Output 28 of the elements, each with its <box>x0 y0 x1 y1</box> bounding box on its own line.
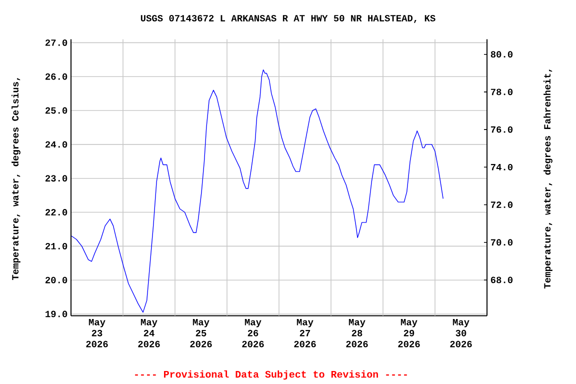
y-tick-label: 25.0 <box>45 107 68 114</box>
x-tick-label: May 23 2026 <box>86 319 108 348</box>
text: ---- Provisional Data Subject to Revision ---- <box>135 370 407 380</box>
x-tick-label: May 25 2026 <box>190 319 212 348</box>
y2-tick-label: 70.0 <box>490 239 513 246</box>
chart-title: USGS 07143672 L ARKANSAS R AT HWY 50 NR HALSTEAD, KS <box>140 14 436 23</box>
x-tick-label: May 27 2026 <box>294 319 316 348</box>
y2-axis-title: Temperature, water, degrees Fahrenheit, <box>544 70 552 288</box>
y-axis-title: Temperature, water, degrees Celsius, <box>12 78 20 280</box>
y-tick-label: 27.0 <box>45 39 68 46</box>
y-tick-label: 20.0 <box>45 276 68 284</box>
y2-tick-label: 80.0 <box>490 51 513 58</box>
y-tick-label: 22.0 <box>45 209 68 216</box>
y-tick-label: 24.0 <box>45 141 68 148</box>
y2-tick-label: 68.0 <box>490 276 513 284</box>
x-tick-label: May 30 2026 <box>450 319 472 348</box>
y-tick-label: 19.0 <box>46 310 68 318</box>
y-tick-label: 21.0 <box>45 242 68 250</box>
y2-tick-label: 72.0 <box>490 202 513 208</box>
y-tick-label: 26.0 <box>45 73 68 80</box>
x-tick-label: May 28 2026 <box>346 319 368 348</box>
x-tick-label: May 29 2026 <box>398 319 420 348</box>
y2-tick-label: 78.0 <box>490 88 513 96</box>
y-tick-label: 23.0 <box>45 175 68 182</box>
y2-tick-label: 76.0 <box>490 126 513 133</box>
x-tick-label: May 26 2026 <box>242 319 264 348</box>
y2-tick-label: 74.0 <box>490 164 513 170</box>
x-tick-label: May 24 2026 <box>138 319 160 348</box>
